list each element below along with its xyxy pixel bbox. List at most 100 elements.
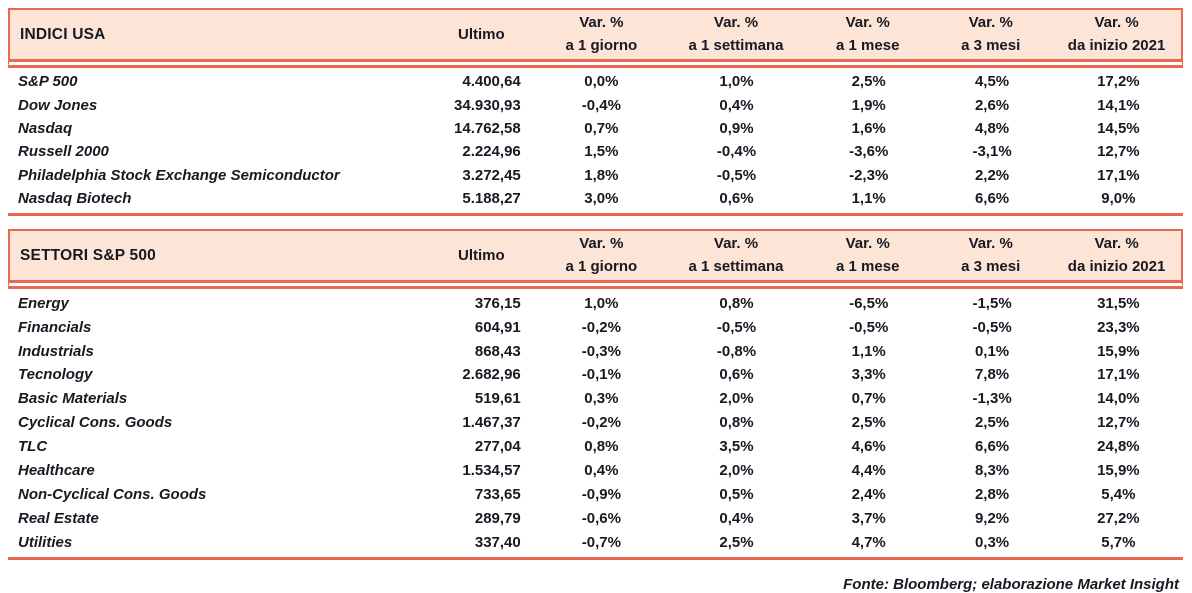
table-row: Tecnology 2.682,96 -0,1% 0,6% 3,3% 7,8% 17,1%	[8, 363, 1183, 387]
var-value: 9,0%	[1101, 190, 1136, 208]
var-value: 12,7%	[1097, 143, 1140, 161]
var-header-line1: Var. %	[713, 14, 759, 31]
ultimo-value: 34.930,93	[454, 96, 521, 114]
var-value: 1,9%	[851, 96, 886, 114]
table-row: Philadelphia Stock Exchange Semiconducto…	[8, 164, 1183, 187]
var-value: 6,6%	[974, 438, 1010, 456]
var-header-line2: a 1 settimana	[688, 257, 784, 275]
row-label: Dow Jones	[18, 96, 98, 114]
row-label: Non-Cyclical Cons. Goods	[18, 485, 207, 503]
ultimo-value: 376,15	[474, 294, 521, 312]
row-label: TLC	[18, 438, 48, 456]
table-row: Nasdaq Biotech 5.188,27 3,0% 0,6% 1,1% 6,6% 9,…	[8, 187, 1183, 210]
table-title: SETTORI S&P 500	[20, 246, 156, 264]
var-value: 0,4%	[719, 509, 754, 527]
source-note: Fonte: Bloomberg; elaborazione Market In…	[843, 576, 1179, 593]
var-value: -1,5%	[972, 294, 1012, 312]
table-row: Russell 2000 2.224,96 1,5% -0,4% -3,6% -3,1% 1…	[8, 140, 1183, 163]
column-header-var: Var. % a 1 mese	[806, 12, 929, 57]
var-value: 2,0%	[719, 462, 754, 480]
var-value: 17,1%	[1097, 366, 1140, 384]
var-value: -0,6%	[581, 509, 621, 527]
var-value: 2,8%	[974, 485, 1010, 503]
var-value: 1,8%	[584, 166, 619, 184]
var-value: 4,8%	[974, 119, 1010, 137]
var-value: 0,0%	[584, 73, 619, 91]
var-value: 0,8%	[584, 438, 619, 456]
var-value: -0,2%	[581, 318, 621, 336]
column-header-var: Var. % da inizio 2021	[1052, 233, 1181, 278]
row-label: Energy	[18, 294, 69, 312]
var-value: 3,7%	[851, 509, 886, 527]
column-header-var: Var. % a 1 settimana	[666, 233, 807, 278]
row-label: S&P 500	[18, 73, 78, 91]
var-value: 0,3%	[974, 533, 1010, 551]
var-header-line1: Var. %	[713, 235, 759, 253]
table-row: Real Estate 289,79 -0,6% 0,4% 3,7% 9,2% 27,2%	[8, 506, 1183, 530]
var-value: 3,3%	[851, 366, 886, 384]
var-value: 6,6%	[974, 190, 1010, 208]
table-row: Utilities 337,40 -0,7% 2,5% 4,7% 0,3% 5,7%	[8, 530, 1183, 554]
var-value: 24,8%	[1097, 438, 1140, 456]
var-value: 3,0%	[584, 190, 619, 208]
var-value: -2,3%	[849, 166, 889, 184]
var-value: -0,5%	[716, 318, 757, 336]
row-label: Financials	[18, 318, 92, 336]
table-title: INDICI USA	[20, 25, 106, 43]
var-value: -0,7%	[581, 533, 621, 551]
var-value: 1,1%	[851, 342, 886, 360]
var-header-line2: a 1 mese	[836, 36, 900, 54]
table-row: S&P 500 4.400,64 0,0% 1,0% 2,5% 4,5% 17,2%	[8, 70, 1183, 93]
var-value: -0,4%	[581, 96, 621, 114]
column-header-var: Var. % a 3 mesi	[929, 12, 1052, 57]
row-label: Real Estate	[18, 509, 99, 527]
table-row: TLC 277,04 0,8% 3,5% 4,6% 6,6% 24,8%	[8, 435, 1183, 459]
financial-table: INDICI USA Ultimo Var. % a 1 giorno Var. %…	[8, 8, 1183, 217]
var-header-line1: Var. %	[845, 14, 890, 31]
ultimo-value: 733,65	[474, 485, 521, 503]
var-value: 0,8%	[719, 294, 754, 312]
var-value: 0,8%	[719, 414, 754, 432]
var-value: 23,3%	[1097, 318, 1140, 336]
var-header-line2: a 1 giorno	[565, 257, 638, 275]
column-header-ultimo: Ultimo	[457, 247, 505, 265]
var-value: 9,2%	[974, 509, 1010, 527]
var-value: -0,5%	[716, 166, 757, 184]
ultimo-value: 277,04	[474, 438, 521, 456]
var-value: -1,3%	[972, 390, 1012, 408]
var-value: 1,5%	[584, 143, 619, 161]
var-value: -0,8%	[716, 342, 757, 360]
var-value: 0,9%	[719, 119, 754, 137]
var-header-line1: Var. %	[1094, 14, 1139, 31]
ultimo-value: 14.762,58	[454, 119, 521, 137]
var-value: 1,6%	[851, 119, 886, 137]
var-value: 15,9%	[1097, 462, 1140, 480]
table-row: Industrials 868,43 -0,3% -0,8% 1,1% 0,1% 15,9%	[8, 339, 1183, 363]
var-header-line1: Var. %	[1094, 235, 1139, 253]
column-header-var: Var. % a 1 giorno	[537, 233, 666, 278]
var-value: 0,6%	[719, 190, 754, 208]
column-header-var: Var. % da inizio 2021	[1052, 12, 1181, 57]
ultimo-value: 2.682,96	[462, 366, 521, 384]
table-row: Non-Cyclical Cons. Goods 733,65 -0,9% 0,5% 2…	[8, 482, 1183, 506]
var-value: 0,7%	[584, 119, 619, 137]
var-header-line2: a 3 mesi	[961, 36, 1021, 54]
var-header-line2: a 1 settimana	[688, 36, 784, 54]
var-value: 8,3%	[974, 462, 1010, 480]
table-header-row: INDICI USA Ultimo Var. % a 1 giorno Var. %…	[8, 8, 1183, 68]
var-value: 2,0%	[719, 390, 754, 408]
table-row: Nasdaq 14.762,58 0,7% 0,9% 1,6% 4,8% 14,5%	[8, 117, 1183, 140]
var-value: -3,6%	[849, 143, 889, 161]
row-label: Utilities	[18, 533, 73, 551]
var-header-line1: Var. %	[968, 14, 1013, 31]
var-header-line1: Var. %	[968, 235, 1013, 253]
var-value: -0,4%	[716, 143, 757, 161]
var-value: 0,6%	[719, 366, 754, 384]
var-value: 5,7%	[1101, 533, 1136, 551]
column-header-var: Var. % a 1 settimana	[666, 12, 807, 57]
var-value: 15,9%	[1097, 342, 1140, 360]
var-value: 4,5%	[974, 73, 1010, 91]
var-header-line1: Var. %	[579, 235, 624, 253]
ultimo-value: 4.400,64	[462, 73, 521, 91]
var-header-line2: da inizio 2021	[1067, 257, 1166, 275]
